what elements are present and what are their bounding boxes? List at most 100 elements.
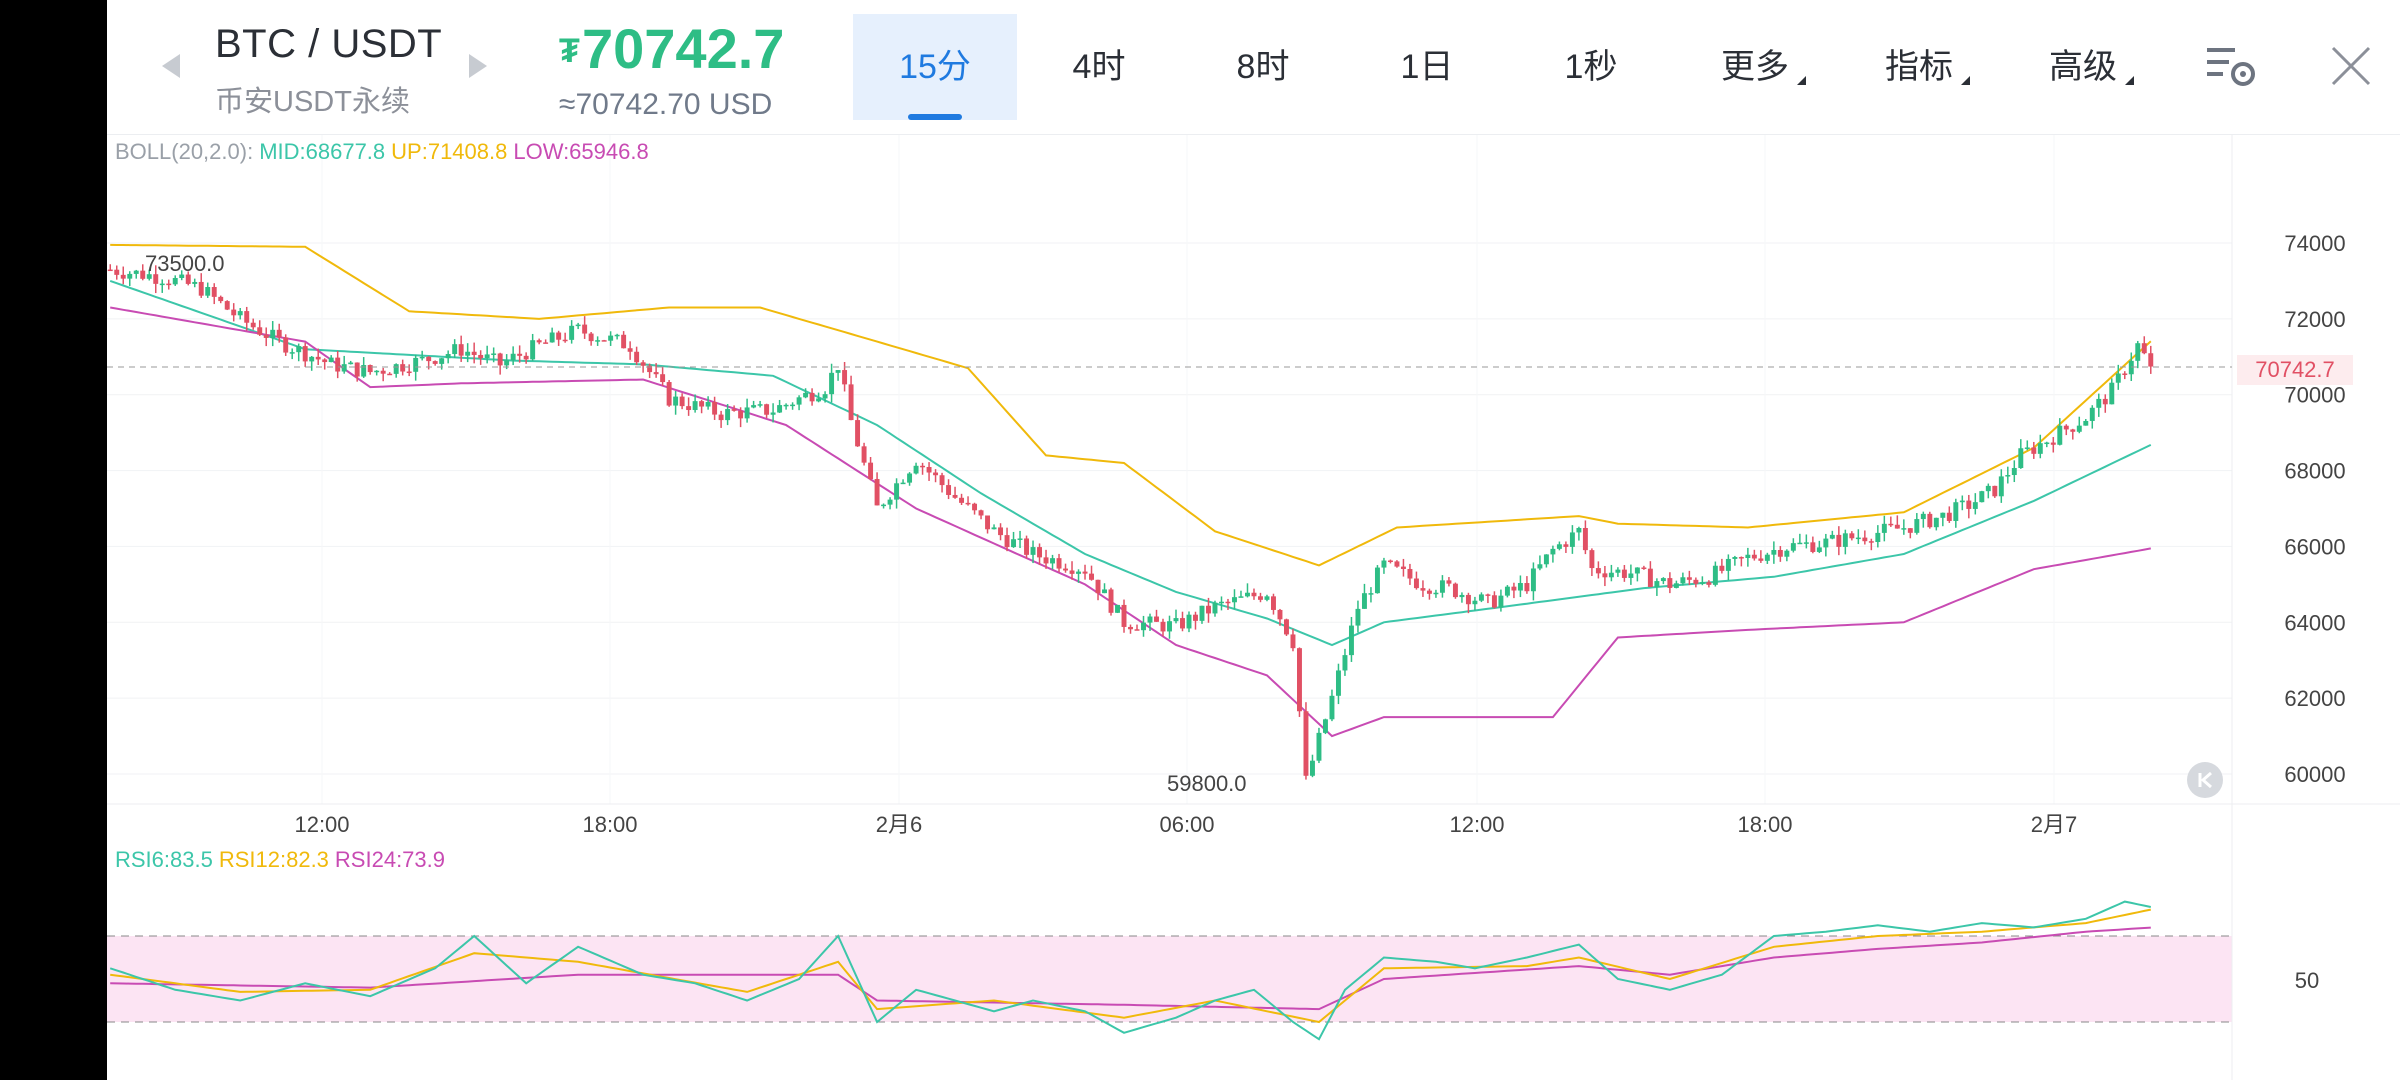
candle-body: [1530, 568, 1536, 592]
chevron-left-icon[interactable]: [162, 54, 180, 78]
candle-body: [621, 334, 627, 349]
candle-body: [504, 360, 510, 366]
candle-body: [341, 364, 347, 372]
tab-8h[interactable]: 8时: [1181, 14, 1345, 120]
candle-body: [894, 483, 900, 500]
candle-body: [2076, 425, 2082, 432]
candle-body: [517, 353, 523, 356]
chart-area[interactable]: BOLL(20,2.0): MID:68677.8 UP:71408.8 LOW:65…: [107, 135, 2400, 1080]
candle-body: [237, 311, 243, 316]
menu-advanced[interactable]: 高级: [2001, 14, 2165, 120]
candle-body: [1875, 532, 1881, 543]
candle-body: [1998, 476, 2004, 497]
candle-body: [250, 322, 256, 328]
candle-body: [939, 475, 945, 486]
candle-body: [556, 332, 562, 340]
tab-1d[interactable]: 1日: [1345, 14, 1509, 120]
candle-body: [2024, 447, 2030, 449]
candle-body: [790, 404, 796, 407]
candle-body: [140, 270, 146, 279]
candle-body: [1056, 558, 1062, 569]
tab-1s[interactable]: 1秒: [1509, 14, 1673, 120]
candle-body: [224, 301, 230, 310]
candle-body: [478, 354, 484, 359]
candle-body: [1569, 532, 1575, 547]
candle-body: [634, 351, 640, 363]
candle-body: [920, 465, 926, 468]
candle-body: [1063, 568, 1068, 571]
rsi-level-label: 50: [2295, 968, 2319, 993]
candle-body: [1595, 568, 1601, 574]
candle-body: [1108, 589, 1114, 613]
candle-body: [1095, 579, 1101, 594]
candle-body: [1297, 648, 1302, 712]
candle-body: [1524, 583, 1530, 592]
candle-body: [627, 348, 633, 352]
candle-body: [1394, 561, 1400, 567]
candle-body: [1732, 557, 1738, 559]
market-name: 币安USDT永续: [215, 86, 410, 118]
boll-title: BOLL(20,2.0):: [115, 139, 254, 164]
tab-15m[interactable]: 15分: [853, 14, 1017, 120]
candle-body: [2063, 425, 2069, 430]
candle-body: [1654, 581, 1660, 587]
time-tick-label: 2月6: [876, 812, 922, 837]
tab-label: 1日: [1400, 48, 1454, 86]
candle-body: [2096, 398, 2102, 408]
candle-body: [2148, 353, 2154, 367]
candle-body: [1290, 634, 1296, 649]
price-tick-label: 72000: [2284, 307, 2345, 332]
candle-body: [1258, 596, 1263, 600]
symbol-pair[interactable]: BTC / USDT: [215, 22, 443, 66]
candle-body: [978, 510, 984, 516]
grid: [107, 135, 2232, 804]
candle-body: [471, 351, 477, 355]
chart-settings-icon[interactable]: [2205, 44, 2259, 90]
boll-mid-line: [109, 279, 2152, 647]
menu-indicators[interactable]: 指标: [1837, 14, 2001, 120]
tab-4h[interactable]: 4时: [1017, 14, 1181, 120]
candle-body: [1173, 618, 1179, 622]
candle-body: [179, 274, 185, 278]
candle-body: [1368, 593, 1374, 595]
candle-body: [803, 392, 809, 398]
candle-body: [816, 398, 822, 402]
candle-body: [211, 287, 217, 297]
price-tick-label: 62000: [2284, 686, 2345, 711]
candle-body: [1758, 558, 1764, 561]
candle-body: [2031, 447, 2037, 454]
candle-body: [367, 365, 373, 373]
time-tick-label: 18:00: [582, 812, 637, 837]
candle-body: [1050, 558, 1055, 564]
chevron-right-icon[interactable]: [469, 54, 487, 78]
candle-body: [2018, 448, 2024, 469]
candle-body: [1738, 557, 1744, 559]
tab-label: 4时: [1072, 48, 1126, 86]
candle-body: [1004, 535, 1010, 548]
candle-body: [1790, 543, 1796, 551]
kline-chart[interactable]: 74000 72000 70000 68000 66000 64000 62000 60000…: [107, 135, 2400, 1080]
candle-body: [361, 365, 367, 377]
candle-body: [614, 334, 620, 337]
candle-body: [666, 382, 672, 406]
candle-body: [289, 352, 295, 354]
scroll-to-latest-icon[interactable]: [2187, 762, 2223, 798]
candle-body: [1894, 524, 1900, 529]
menu-more[interactable]: 更多: [1673, 14, 1837, 120]
close-icon[interactable]: [2329, 44, 2373, 88]
candle-body: [413, 357, 419, 372]
boll-mid: MID:68677.8: [259, 139, 386, 164]
candle-body: [660, 374, 666, 383]
price-tick-label: 68000: [2284, 459, 2345, 484]
candle-body: [1777, 549, 1783, 557]
candle-body: [2057, 425, 2063, 445]
candle-body: [1979, 491, 1985, 503]
candle-body: [1849, 533, 1855, 539]
candle-body: [1829, 534, 1835, 539]
rsi24-line: [110, 926, 2151, 1011]
candle-body: [822, 394, 828, 399]
candle-body: [1030, 547, 1036, 555]
candle-body: [777, 405, 783, 413]
candle-body: [406, 371, 412, 374]
candle-body: [1543, 554, 1549, 565]
